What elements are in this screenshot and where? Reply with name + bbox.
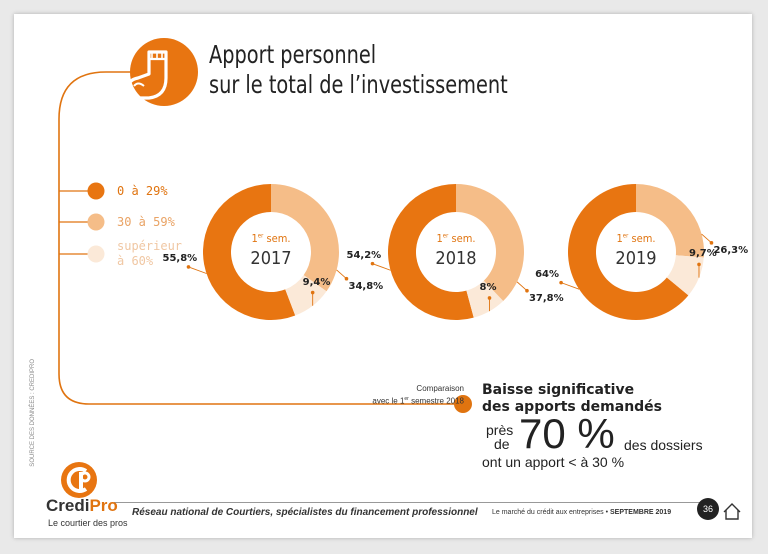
donut-2019-slice-60-plus [666, 255, 704, 296]
donut-2018-slice-60-plus [466, 280, 504, 318]
leader-dot-2018-slice-0-29 [370, 261, 375, 266]
footer-marche: Le marché du crédit aux entreprises • SE… [492, 509, 672, 516]
leader-dot-2018-slice-30-59 [525, 288, 529, 293]
artwork-layer [58, 38, 741, 520]
timeline-line [58, 71, 459, 405]
highlight-pres: près [486, 422, 514, 438]
center-year-2017: 2017 [250, 248, 292, 269]
comparison-line-2: avec le 1er semestre 2018 [372, 396, 464, 406]
page: Apport personnel sur le total de l’inves… [14, 14, 752, 538]
slice-label-2019-slice-60-plus: 9,7% [688, 248, 717, 260]
highlight-dossiers: des dossiers [624, 437, 703, 453]
center-semester-2017: 1er sem. [251, 232, 291, 245]
leader-line-2017-slice-30-59 [336, 269, 347, 280]
center-year-2019: 2019 [615, 248, 657, 269]
brand-name: CrediPro [46, 496, 118, 515]
leader-line-2019-slice-30-59 [701, 233, 712, 244]
donut-2017-slice-60-plus [285, 275, 327, 316]
home-icon [723, 503, 741, 520]
highlight-line-1: Baisse significative [482, 382, 635, 398]
donut-2018-slice-0-29 [388, 184, 474, 320]
donut-2019 [559, 184, 714, 320]
credipro-logo-icon [61, 462, 97, 498]
legend-dot-2 [87, 213, 105, 231]
highlight-big-number: 70 % [519, 410, 615, 457]
donut-2017-slice-0-29 [203, 184, 296, 320]
highlight-heading: Baisse significative des apports demandé… [482, 382, 662, 416]
slice-label-2018-slice-60-plus: 8% [479, 281, 497, 293]
slice-label-2019-slice-0-29: 64% [535, 268, 560, 280]
legend-dot-1 [87, 182, 105, 200]
donut-2019-slice-0-29 [567, 184, 689, 320]
highlight-line-2: des apports demandés [482, 399, 663, 415]
donut-2017 [186, 184, 349, 320]
highlight-de: de [494, 436, 510, 452]
center-year-2018: 2018 [435, 248, 477, 269]
slice-label-2018-slice-30-59: 37,8% [528, 292, 564, 304]
legend-dot-3 [87, 245, 105, 263]
slice-label-2017-slice-0-29: 55,8% [162, 252, 198, 264]
leader-line-2017-slice-0-29 [188, 266, 207, 274]
leader-dot-2017-slice-0-29 [186, 265, 191, 269]
slice-label-2017-slice-60-plus: 9,4% [302, 276, 331, 288]
comparison-note: Comparaison avec le 1er semestre 2018 [314, 384, 464, 407]
legend-label-1: 0 à 29% [117, 184, 168, 198]
sock-icon [126, 38, 198, 106]
donut-2018 [370, 184, 529, 320]
brand-tagline: Le courtier des pros [48, 518, 128, 528]
footer-divider [114, 502, 714, 503]
leader-dot-2017-slice-30-59 [344, 276, 349, 281]
slice-label-2018-slice-0-29: 54,2% [346, 249, 382, 261]
leader-dot-2019-slice-60-plus [697, 262, 701, 267]
leader-dot-2019-slice-30-59 [709, 241, 714, 245]
leader-dot-2019-slice-0-29 [559, 280, 563, 285]
center-semester-2019: 1er sem. [616, 232, 656, 245]
donut-2019-slice-30-59 [636, 184, 704, 258]
leader-line-2019-slice-0-29 [560, 282, 580, 290]
slice-label-2017-slice-30-59: 34,8% [348, 280, 384, 292]
page-title: Apport personnel sur le total de l’inves… [209, 40, 508, 100]
highlight-last-line: ont un apport < à 30 % [482, 454, 625, 470]
legend-label-3a: supérieur [117, 239, 183, 253]
comparison-line-1: Comparaison [416, 384, 464, 393]
center-semester-2018: 1er sem. [436, 232, 476, 245]
page-number: 36 [697, 498, 719, 520]
source-note: SOURCE DES DONNÉES : CREDIPRO [30, 359, 36, 467]
legend-label-2: 30 à 59% [117, 215, 175, 229]
title-line-2: sur le total de l’investissement [209, 70, 508, 99]
leader-dot-2018-slice-60-plus [487, 296, 492, 300]
timeline-end-dot [454, 395, 472, 413]
leader-dot-2017-slice-60-plus [310, 290, 315, 295]
leader-line-2018-slice-30-59 [516, 281, 528, 292]
donut-2017-slice-30-59 [271, 184, 339, 292]
leader-line-2018-slice-0-29 [372, 263, 391, 271]
donut-2018-slice-30-59 [456, 184, 524, 301]
footer-reseau: Réseau national de Courtiers, spécialist… [132, 507, 478, 518]
legend-label-3b: à 60% [117, 254, 154, 268]
slice-label-2019-slice-30-59: 26,3% [713, 244, 749, 256]
title-line-1: Apport personnel [209, 40, 377, 69]
